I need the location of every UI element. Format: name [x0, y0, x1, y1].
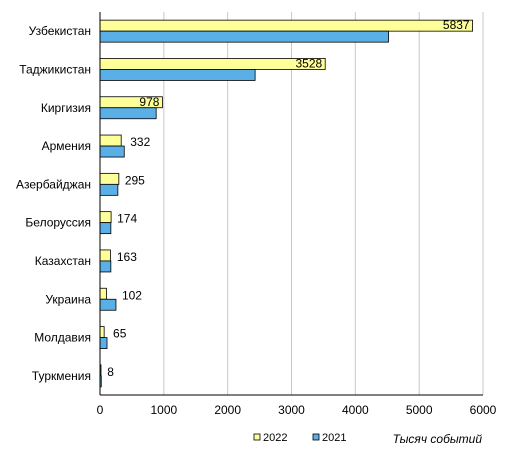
category-label: Туркмения — [32, 369, 91, 383]
data-label: 174 — [117, 212, 137, 226]
data-label: 102 — [122, 288, 142, 302]
x-tick-label: 5000 — [406, 403, 433, 417]
category-label: Белоруссия — [25, 216, 91, 230]
bar-2022 — [99, 19, 473, 32]
data-label: 332 — [130, 135, 150, 149]
x-tick-label: 0 — [97, 403, 104, 417]
x-tick-label: 3000 — [278, 403, 305, 417]
data-label: 3528 — [296, 56, 323, 70]
legend: 2022 2021 — [253, 432, 346, 444]
bar-2021 — [99, 107, 157, 120]
legend-label: 2021 — [322, 432, 346, 444]
data-label: 5837 — [443, 18, 470, 32]
legend-swatch — [253, 433, 261, 441]
bar-2021 — [99, 222, 112, 235]
bar-2021 — [99, 69, 256, 81]
bar-2021 — [99, 145, 125, 158]
bar-2022 — [99, 172, 120, 185]
bar-2022 — [99, 249, 111, 262]
bars — [99, 19, 473, 388]
data-label: 65 — [113, 327, 127, 341]
legend-swatch — [312, 433, 320, 441]
category-label: Молдавия — [34, 331, 91, 345]
bar-2021 — [99, 298, 117, 311]
category-label: Армения — [42, 139, 91, 153]
category-label: Узбекистан — [29, 24, 91, 38]
x-tick-label: 1000 — [150, 403, 177, 417]
x-tick-label: 6000 — [470, 403, 497, 417]
x-tick-label: 4000 — [342, 403, 369, 417]
bar-2022 — [99, 58, 326, 70]
value-labels: 5837 3528 978 332 295 174 163 102 65 8 — [107, 18, 470, 379]
bar-2021 — [99, 183, 119, 196]
category-labels: Узбекистан Таджикистан Киргизия Армения Азер… — [16, 24, 91, 383]
category-label: Киргизия — [41, 101, 91, 115]
category-label: Казахстан — [35, 254, 91, 268]
bar-2021 — [99, 337, 108, 349]
category-label: Украина — [45, 292, 91, 306]
bar-2022 — [99, 134, 122, 147]
x-tick-labels: 0 1000 2000 3000 4000 5000 6000 — [97, 403, 497, 417]
bar-2022 — [99, 287, 107, 300]
axes — [99, 12, 483, 396]
legend-label: 2022 — [263, 432, 287, 444]
data-label: 295 — [125, 173, 145, 187]
bar-2021 — [99, 30, 389, 43]
x-axis-title: Тысяч событий — [393, 432, 483, 446]
bar-2022 — [99, 211, 112, 224]
data-label: 163 — [117, 250, 137, 264]
x-tick-label: 2000 — [214, 403, 241, 417]
data-label: 8 — [107, 365, 114, 379]
data-label: 978 — [139, 95, 159, 109]
bar-2022 — [99, 326, 105, 338]
category-label: Азербайджан — [16, 177, 91, 191]
bar-2021 — [99, 260, 112, 273]
category-label: Таджикистан — [19, 62, 91, 76]
